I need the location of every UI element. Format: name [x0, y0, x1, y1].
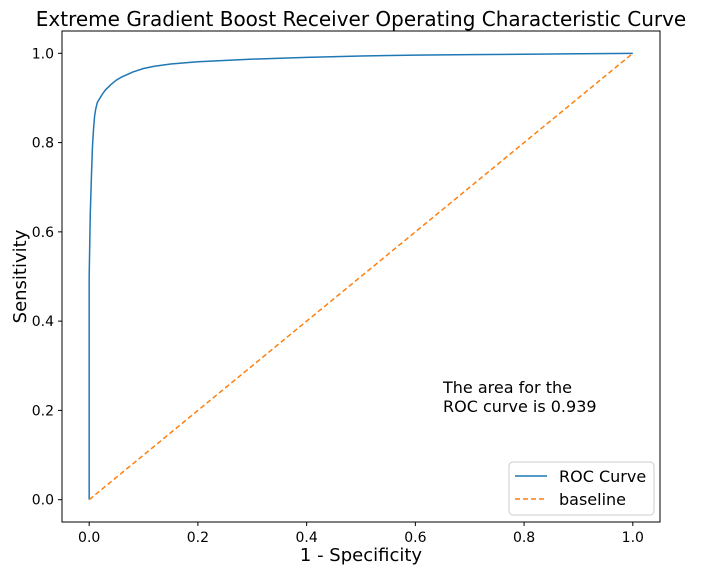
y-tick-label: 0.2 [32, 403, 54, 419]
auc-annotation-line-2: ROC curve is 0.939 [443, 397, 597, 416]
legend-label-baseline: baseline [559, 490, 626, 509]
x-tick-label: 0.8 [513, 530, 535, 546]
y-tick-label: 0.4 [32, 314, 54, 330]
x-tick-label: 0.0 [78, 530, 100, 546]
plot-area [61, 30, 661, 523]
y-axis: 0.0 0.2 0.4 0.6 0.8 1.0 [32, 46, 62, 509]
y-tick-label: 0.8 [32, 136, 54, 152]
y-tick-label: 0.0 [32, 493, 54, 509]
x-axis-label: 1 - Specificity [300, 545, 423, 566]
series-layer [88, 52, 634, 501]
auc-annotation-line-1: The area for the [442, 378, 572, 397]
x-tick-label: 1.0 [622, 530, 644, 546]
y-tick-label: 0.6 [32, 225, 54, 241]
y-tick-label: 1.0 [32, 46, 54, 62]
x-axis: 0.0 0.2 0.4 0.6 0.8 1.0 [78, 522, 644, 546]
series-line-roc-curve [88, 52, 633, 500]
x-tick-label: 0.4 [296, 530, 318, 546]
chart-title: Extreme Gradient Boost Receiver Operatin… [36, 7, 686, 31]
legend-label-roc-curve: ROC Curve [559, 467, 646, 486]
x-tick-label: 0.6 [404, 530, 426, 546]
x-tick-label: 0.2 [187, 530, 209, 546]
series-line-baseline [88, 52, 634, 501]
legend: ROC Curve baseline [508, 461, 655, 516]
y-axis-label: Sensitivity [10, 229, 31, 323]
